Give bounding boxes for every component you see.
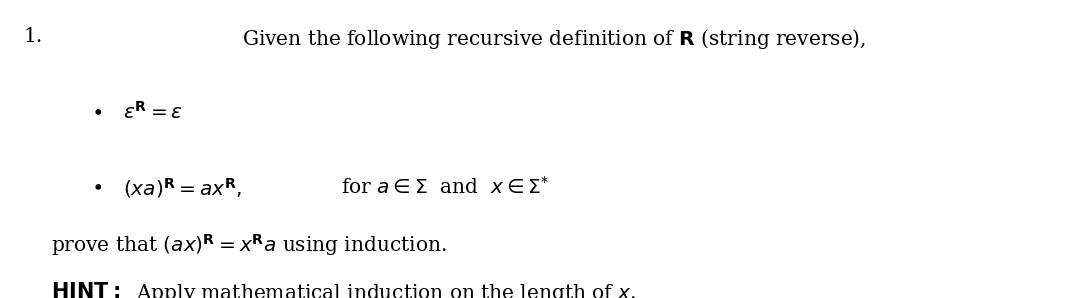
Text: 1.: 1. [23,27,43,46]
Text: $\epsilon^{\mathbf{R}} = \epsilon$: $\epsilon^{\mathbf{R}} = \epsilon$ [123,101,182,123]
Text: Given the following recursive definition of $\mathbf{R}$ (string reverse),: Given the following recursive definition… [242,27,867,51]
Text: Apply mathematical induction on the length of $x$.: Apply mathematical induction on the leng… [130,282,636,298]
Text: for $a \in \Sigma$  and  $x \in \Sigma^{*}$: for $a \in \Sigma$ and $x \in \Sigma^{*}… [341,176,549,198]
Text: $\mathbf{HINT:}$: $\mathbf{HINT:}$ [51,282,120,298]
Text: $(xa)^{\mathbf{R}} = ax^{\mathbf{R}},$: $(xa)^{\mathbf{R}} = ax^{\mathbf{R}},$ [123,176,242,200]
Text: $\bullet$: $\bullet$ [91,101,102,120]
Text: $\bullet$: $\bullet$ [91,176,102,195]
Text: prove that $(ax)^{\mathbf{R}} = x^{\mathbf{R}}a$ using induction.: prove that $(ax)^{\mathbf{R}} = x^{\math… [51,232,447,258]
